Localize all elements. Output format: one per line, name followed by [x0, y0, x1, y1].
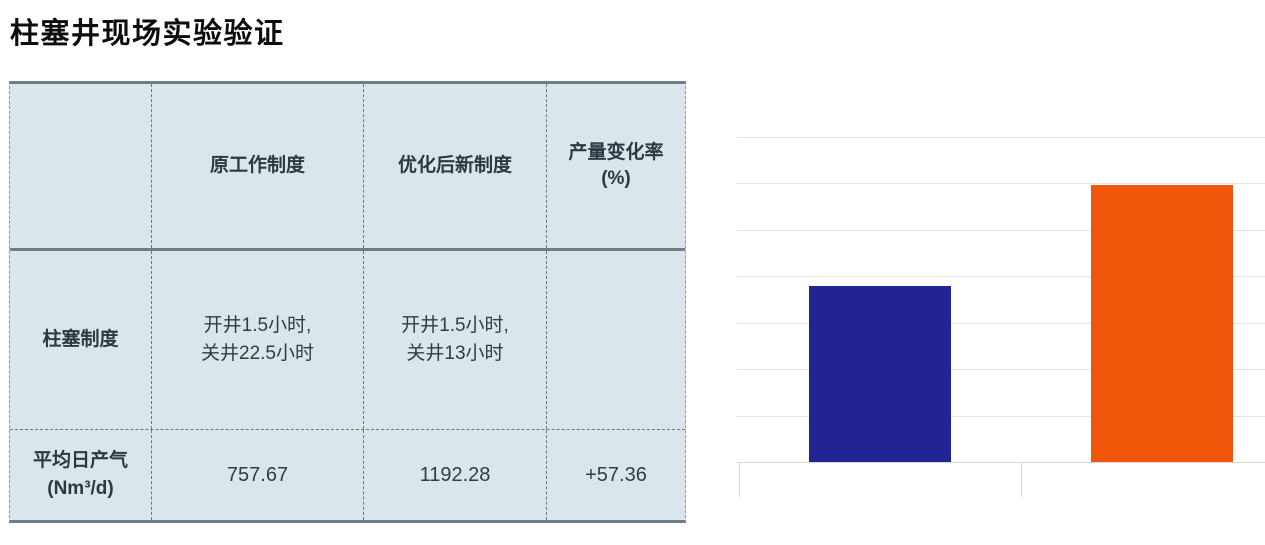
row-label-avg-daily-gas: 平均日产气 (Nm³/d)	[10, 430, 152, 520]
chart-bar	[809, 286, 951, 462]
production-bar-chart	[737, 137, 1265, 497]
cell-original-plunger-regime: 开井1.5小时, 关井22.5小时	[152, 251, 364, 429]
row-label-plunger-regime: 柱塞制度	[10, 251, 152, 429]
comparison-table: 原工作制度 优化后新制度 产量变化率 (%) 柱塞制度 开井1.5小时, 关井2…	[9, 81, 686, 523]
chart-gridline	[737, 229, 1265, 231]
header-cell-change-rate: 产量变化率 (%)	[568, 142, 664, 189]
chart-bar	[1091, 185, 1233, 462]
header-cell-blank	[10, 84, 152, 248]
table-row: 平均日产气 (Nm³/d) 757.67 1192.28 +57.36	[10, 430, 685, 520]
chart-gridline	[737, 369, 1265, 371]
cell-optimized-avg-gas: 1192.28	[364, 430, 547, 520]
chart-gridline	[737, 183, 1265, 185]
chart-axis-tick	[1021, 462, 1022, 497]
chart-gridline	[737, 415, 1265, 417]
chart-axis-tick	[739, 462, 740, 497]
cell-gas-change-rate: +57.36	[585, 463, 647, 486]
chart-gridline	[737, 322, 1265, 324]
cell-optimized-plunger-regime: 开井1.5小时, 关井13小时	[364, 251, 547, 429]
page-title: 柱塞井现场实验验证	[10, 18, 285, 50]
header-cell-optimized-regime: 优化后新制度	[364, 84, 547, 248]
chart-gridline	[737, 137, 1265, 138]
cell-original-avg-gas: 757.67	[152, 430, 364, 520]
chart-gridline	[737, 276, 1265, 278]
cell-plunger-change-blank	[547, 251, 685, 429]
header-cell-original-regime: 原工作制度	[152, 84, 364, 248]
table-header-row: 原工作制度 优化后新制度 产量变化率 (%)	[10, 84, 685, 251]
table-row: 柱塞制度 开井1.5小时, 关井22.5小时 开井1.5小时, 关井13小时	[10, 251, 685, 430]
